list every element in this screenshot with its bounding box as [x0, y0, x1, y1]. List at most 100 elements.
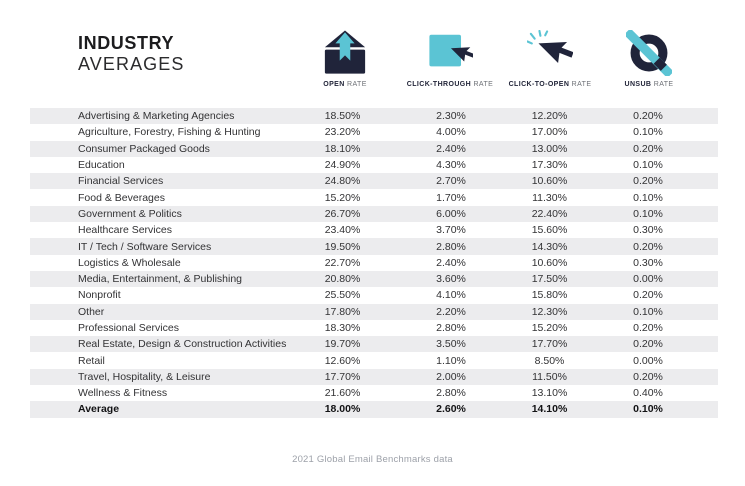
click-through-rate-cell: 3.60% — [436, 273, 466, 286]
table-row: Advertising & Marketing Agencies 18.50% 2.… — [30, 108, 718, 125]
industry-cell: Travel, Hospitality, & Leisure — [78, 370, 211, 383]
benchmark-table: Advertising & Marketing Agencies 18.50% 2.… — [30, 108, 718, 418]
source-caption: 2021 Global Email Benchmarks data — [292, 454, 453, 465]
unsub-rate-cell: 0.20% — [633, 142, 663, 155]
table-row: Professional Services 18.30% 2.80% 15.20% 0.… — [30, 320, 718, 336]
column-label-light: RATE — [571, 81, 592, 88]
open-rate-cell: 15.20% — [324, 191, 361, 204]
open-rate-cell: 17.80% — [324, 305, 361, 318]
click-to-open-rate-cell: 22.40% — [531, 207, 568, 220]
open-rate-cell: 20.80% — [324, 273, 361, 286]
column-header-click-to-open-rate: CLICK-TO-OPEN RATE — [485, 26, 615, 88]
table-row: Wellness & Fitness 21.60% 2.80% 13.10% 0.40% — [30, 385, 718, 401]
unsub-rate-cell: 0.30% — [633, 256, 663, 269]
open-rate-cell: 23.20% — [324, 126, 361, 139]
click-to-open-cursor-icon — [485, 26, 615, 76]
unsub-rate-cell: 0.00% — [633, 354, 663, 367]
table-row: IT / Tech / Software Services 19.50% 2.80%… — [30, 238, 718, 255]
unsub-rate-cell: 0.20% — [633, 338, 663, 351]
column-label-bold: OPEN — [323, 81, 345, 88]
open-rate-cell: 25.50% — [324, 289, 361, 302]
industry-cell: IT / Tech / Software Services — [78, 240, 212, 253]
open-rate-cell: 18.30% — [324, 322, 361, 334]
open-rate-cell: 18.50% — [324, 110, 361, 123]
industry-cell: Nonprofit — [78, 289, 121, 302]
unsub-rate-cell: 0.30% — [633, 224, 663, 237]
click-through-rate-cell: 4.00% — [436, 126, 466, 139]
open-rate-envelope-icon — [280, 26, 410, 76]
industry-cell: Average — [78, 403, 120, 416]
column-label-bold: CLICK-THROUGH — [406, 81, 472, 88]
column-label-light: RATE — [473, 81, 494, 88]
click-to-open-rate-cell: 11.50% — [532, 370, 567, 383]
click-through-rate-cell: 4.10% — [436, 289, 466, 302]
industry-cell: Logistics & Wholesale — [78, 256, 181, 269]
table-row: Government & Politics 26.70% 6.00% 22.40% 0.… — [30, 205, 718, 223]
click-to-open-rate-cell: 15.60% — [531, 224, 568, 237]
unsub-rate-cell: 0.10% — [633, 159, 663, 172]
click-to-open-rate-cell: 15.80% — [531, 289, 568, 302]
open-rate-cell: 22.70% — [324, 256, 361, 269]
industry-cell: Agriculture, Forestry, Fishing & Hunting — [78, 126, 261, 139]
industry-cell: Other — [78, 305, 105, 318]
open-rate-cell: 12.60% — [324, 354, 361, 367]
click-to-open-rate-cell: 8.50% — [534, 354, 565, 367]
click-to-open-rate-cell: 11.30% — [532, 191, 567, 204]
open-rate-cell: 24.90% — [324, 159, 361, 172]
column-header-click-through-rate: CLICK-THROUGH RATE — [385, 26, 515, 88]
click-through-rate-cell: 2.40% — [436, 142, 466, 155]
click-through-rate-cell: 2.40% — [436, 256, 466, 269]
column-label: UNSUB RATE — [584, 81, 714, 88]
click-through-rate-cell: 2.60% — [436, 403, 466, 416]
page-title-line2: AVERAGES — [78, 54, 185, 74]
click-to-open-rate-cell: 10.60% — [531, 175, 568, 188]
click-through-rate-cell: 6.00% — [436, 207, 466, 220]
unsub-rate-cell: 0.10% — [633, 126, 663, 139]
unsub-rate-cell: 0.20% — [633, 289, 663, 302]
table-row: Education 24.90% 4.30% 17.30% 0.10% — [30, 157, 718, 173]
open-rate-cell: 18.00% — [324, 403, 361, 416]
table-row: Consumer Packaged Goods 18.10% 2.40% 13.00%… — [30, 140, 718, 157]
page-title-line1: INDUSTRY — [78, 33, 175, 53]
click-to-open-rate-cell: 10.60% — [531, 256, 568, 269]
industry-cell: Food & Beverages — [78, 191, 165, 204]
click-through-rate-cell: 4.30% — [436, 159, 466, 172]
open-rate-cell: 21.60% — [324, 387, 361, 400]
industry-cell: Government & Politics — [78, 207, 182, 220]
open-rate-cell: 24.80% — [324, 175, 361, 188]
click-through-rate-cell: 1.10% — [436, 354, 466, 367]
industry-cell: Wellness & Fitness — [78, 387, 168, 400]
column-header-unsub-rate: UNSUB RATE — [584, 26, 714, 88]
industry-cell: Media, Entertainment, & Publishing — [78, 273, 243, 286]
industry-cell: Advertising & Marketing Agencies — [78, 110, 235, 123]
unsub-rate-cell: 0.10% — [633, 191, 663, 204]
open-rate-cell: 19.50% — [324, 240, 361, 253]
unsub-rate-cell: 0.20% — [633, 322, 663, 334]
industry-cell: Real Estate, Design & Construction Activ… — [78, 338, 287, 351]
unsub-rate-cell: 0.10% — [633, 207, 663, 220]
industry-cell: Retail — [78, 354, 105, 367]
click-through-rate-cell: 2.80% — [436, 322, 466, 334]
table-row: Travel, Hospitality, & Leisure 17.70% 2.00… — [30, 368, 718, 386]
unsub-rate-cell: 0.40% — [633, 387, 663, 400]
click-to-open-rate-cell: 12.20% — [531, 110, 568, 123]
unsub-rate-cell: 0.10% — [633, 305, 663, 318]
industry-cell: Healthcare Services — [78, 224, 172, 237]
table-row: Food & Beverages 15.20% 1.70% 11.30% 0.10% — [30, 189, 718, 205]
click-through-rate-cell: 3.70% — [436, 224, 466, 237]
table-row: Logistics & Wholesale 22.70% 2.40% 10.60% 0.… — [30, 255, 718, 271]
column-label-light: RATE — [347, 81, 367, 88]
table-row: Financial Services 24.80% 2.70% 10.60% 0.20% — [30, 173, 718, 190]
click-through-rate-cell: 2.30% — [436, 110, 466, 123]
open-rate-cell: 17.70% — [324, 370, 361, 383]
unsub-rate-cell: 0.20% — [633, 110, 663, 123]
table-row: Healthcare Services 23.40% 3.70% 15.60% 0.30… — [30, 222, 718, 238]
click-through-rate-cell: 2.00% — [436, 370, 466, 383]
unsub-rate-cell: 0.20% — [633, 370, 663, 383]
column-label: CLICK-THROUGH RATE — [385, 81, 515, 88]
click-to-open-rate-cell: 14.30% — [531, 240, 568, 253]
click-to-open-rate-cell: 14.10% — [531, 403, 568, 416]
industry-cell: Professional Services — [78, 322, 179, 334]
click-to-open-rate-cell: 13.00% — [531, 142, 568, 155]
